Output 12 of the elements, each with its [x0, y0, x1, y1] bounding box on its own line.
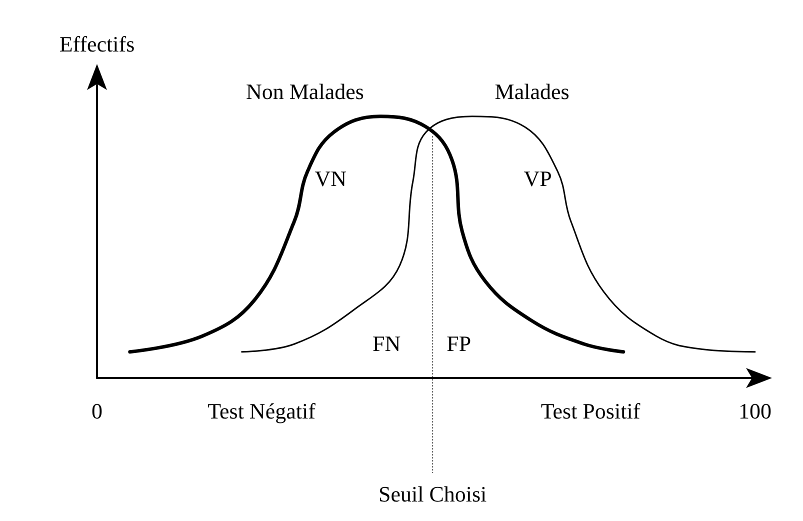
x-tick-label: 0: [92, 398, 102, 424]
text: Test Positif: [540, 398, 641, 424]
text: Test Négatif: [208, 398, 316, 424]
x-tick-label: 100: [738, 398, 772, 424]
y-axis-title: Effectifs: [59, 32, 135, 56]
ref-line-label: Seuil Choisi: [378, 482, 487, 506]
annotation: VN: [314, 166, 347, 192]
annotation: FN: [372, 330, 401, 356]
annotation: FP: [446, 330, 472, 356]
series-label: Non Malades: [246, 78, 364, 104]
series-label: Malades: [494, 78, 570, 104]
annotation: VP: [524, 166, 552, 192]
